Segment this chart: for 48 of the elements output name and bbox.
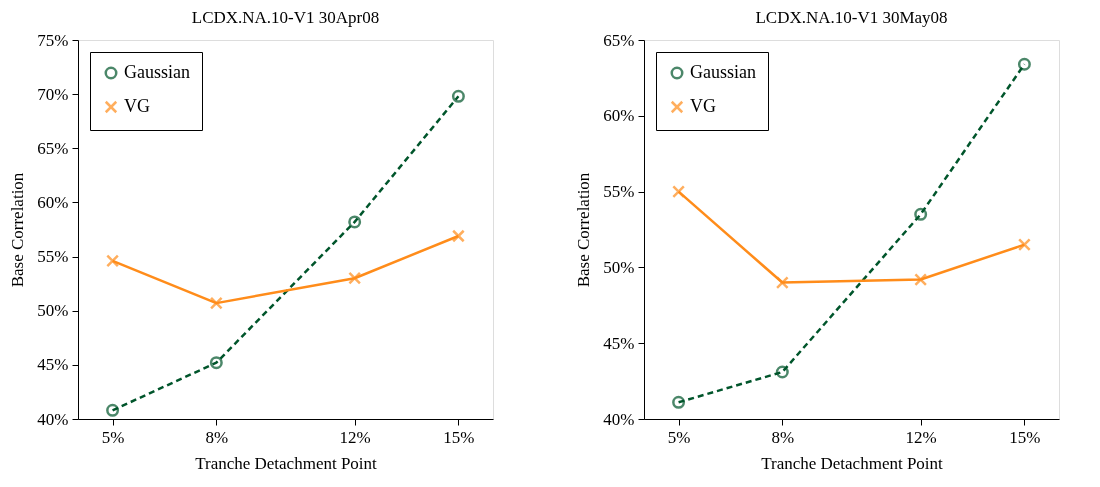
x-tick-label: 8% <box>771 427 795 447</box>
y-tick-label: 75% <box>37 30 69 50</box>
x-tick-label: 5% <box>101 427 125 447</box>
y-tick-label: 65% <box>37 138 69 158</box>
y-axis-title: Base Correlation <box>574 172 594 288</box>
point <box>451 89 465 103</box>
y-tick-label: 65% <box>603 30 635 50</box>
point <box>775 276 789 290</box>
y-tick-label: 60% <box>37 192 69 212</box>
point <box>106 254 120 268</box>
x-tick-label: 15% <box>1009 427 1041 447</box>
x-tick-label: 12% <box>905 427 937 447</box>
point <box>1017 57 1031 71</box>
x-tick-label: 8% <box>205 427 229 447</box>
y-tick-label: 50% <box>37 301 69 321</box>
point <box>775 365 789 379</box>
legend-label: VG <box>124 96 150 116</box>
point <box>672 185 686 199</box>
y-tick-label: 55% <box>603 182 635 202</box>
x-tick-label: 15% <box>443 427 475 447</box>
point <box>209 356 223 370</box>
y-tick-label: 45% <box>37 355 69 375</box>
point <box>209 296 223 310</box>
point <box>914 207 928 221</box>
legend-label: Gaussian <box>690 62 756 82</box>
x-tick-label: 5% <box>667 427 691 447</box>
point <box>106 403 120 417</box>
y-tick-label: 45% <box>603 333 635 353</box>
point <box>348 215 362 229</box>
legend-label: Gaussian <box>124 62 190 82</box>
chart-title: LCDX.NA.10-V1 30May08 <box>755 8 948 27</box>
x-tick-label: 12% <box>339 427 371 447</box>
y-tick-label: 60% <box>603 106 635 126</box>
point <box>914 273 928 287</box>
y-tick-label: 55% <box>37 247 69 267</box>
y-tick-label: 40% <box>37 409 69 429</box>
x-axis-title: Tranche Detachment Point <box>761 453 944 473</box>
point <box>1017 238 1031 252</box>
y-tick-label: 70% <box>37 84 69 104</box>
point <box>348 271 362 285</box>
x-axis-title: Tranche Detachment Point <box>195 453 378 473</box>
legend-label: VG <box>690 96 716 116</box>
point <box>451 229 465 243</box>
y-tick-label: 50% <box>603 257 635 277</box>
y-tick-label: 40% <box>603 409 635 429</box>
y-axis-title: Base Correlation <box>8 172 28 288</box>
chart-title: LCDX.NA.10-V1 30Apr08 <box>191 8 380 27</box>
point <box>672 395 686 409</box>
